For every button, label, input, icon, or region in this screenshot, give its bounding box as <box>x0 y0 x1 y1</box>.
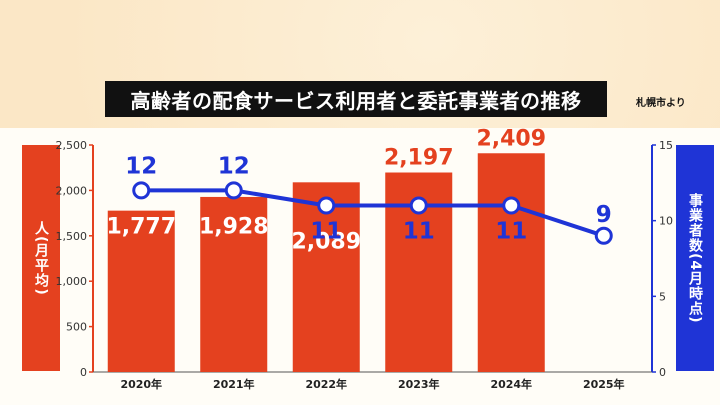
left-tick-label: 2,500 <box>56 139 88 152</box>
left-tick-label: 2,000 <box>56 184 88 197</box>
line-point <box>224 181 243 200</box>
right-tick-label: 0 <box>659 366 666 379</box>
chart-title: 高齢者の配食サービス利用者と委託事業者の推移 <box>105 81 607 117</box>
right-tick-label: 10 <box>659 215 673 228</box>
left-tick-label: 500 <box>66 321 87 334</box>
line-point <box>502 196 521 215</box>
line-point <box>317 196 336 215</box>
bar <box>107 210 175 372</box>
series-line <box>141 188 605 238</box>
line-value-label: 12 <box>125 153 157 179</box>
right-axis-title: 事業者数(4月時点) <box>687 192 703 324</box>
line-value-label: 11 <box>495 219 527 245</box>
x-tick-label: 2024年 <box>490 377 532 391</box>
x-tick-label: 2022年 <box>305 377 347 391</box>
line-value-label: 11 <box>310 219 342 245</box>
bar <box>200 196 268 372</box>
line-point <box>132 181 151 200</box>
bar <box>477 153 545 372</box>
bar-value-label: 1,928 <box>199 214 269 239</box>
bar-value-label: 2,089 <box>291 230 361 255</box>
source-note: 札幌市より <box>636 98 686 109</box>
x-tick-label: 2021年 <box>213 377 255 391</box>
left-axis-title: 人(月平均) <box>33 220 49 296</box>
right-tick-label: 5 <box>659 290 666 303</box>
line-value-label: 12 <box>218 153 250 179</box>
line-value-label: 9 <box>596 202 612 228</box>
bar-value-label: 2,409 <box>476 126 546 151</box>
right-axis-band: 事業者数(4月時点) <box>676 145 714 371</box>
left-tick-label: 0 <box>80 366 87 379</box>
left-axis-band: 人(月平均) <box>22 145 60 371</box>
x-tick-label: 2020年 <box>120 377 162 391</box>
x-tick-label: 2023年 <box>398 377 440 391</box>
left-tick-label: 1,000 <box>56 275 88 288</box>
x-tick-label: 2025年 <box>583 377 625 391</box>
bar-value-label: 1,777 <box>106 214 176 239</box>
left-tick-label: 1,500 <box>56 230 88 243</box>
line-value-label: 11 <box>403 219 435 245</box>
bar-value-label: 2,197 <box>384 146 454 171</box>
line-point <box>594 226 613 245</box>
right-tick-label: 15 <box>659 139 673 152</box>
line-point <box>409 196 428 215</box>
